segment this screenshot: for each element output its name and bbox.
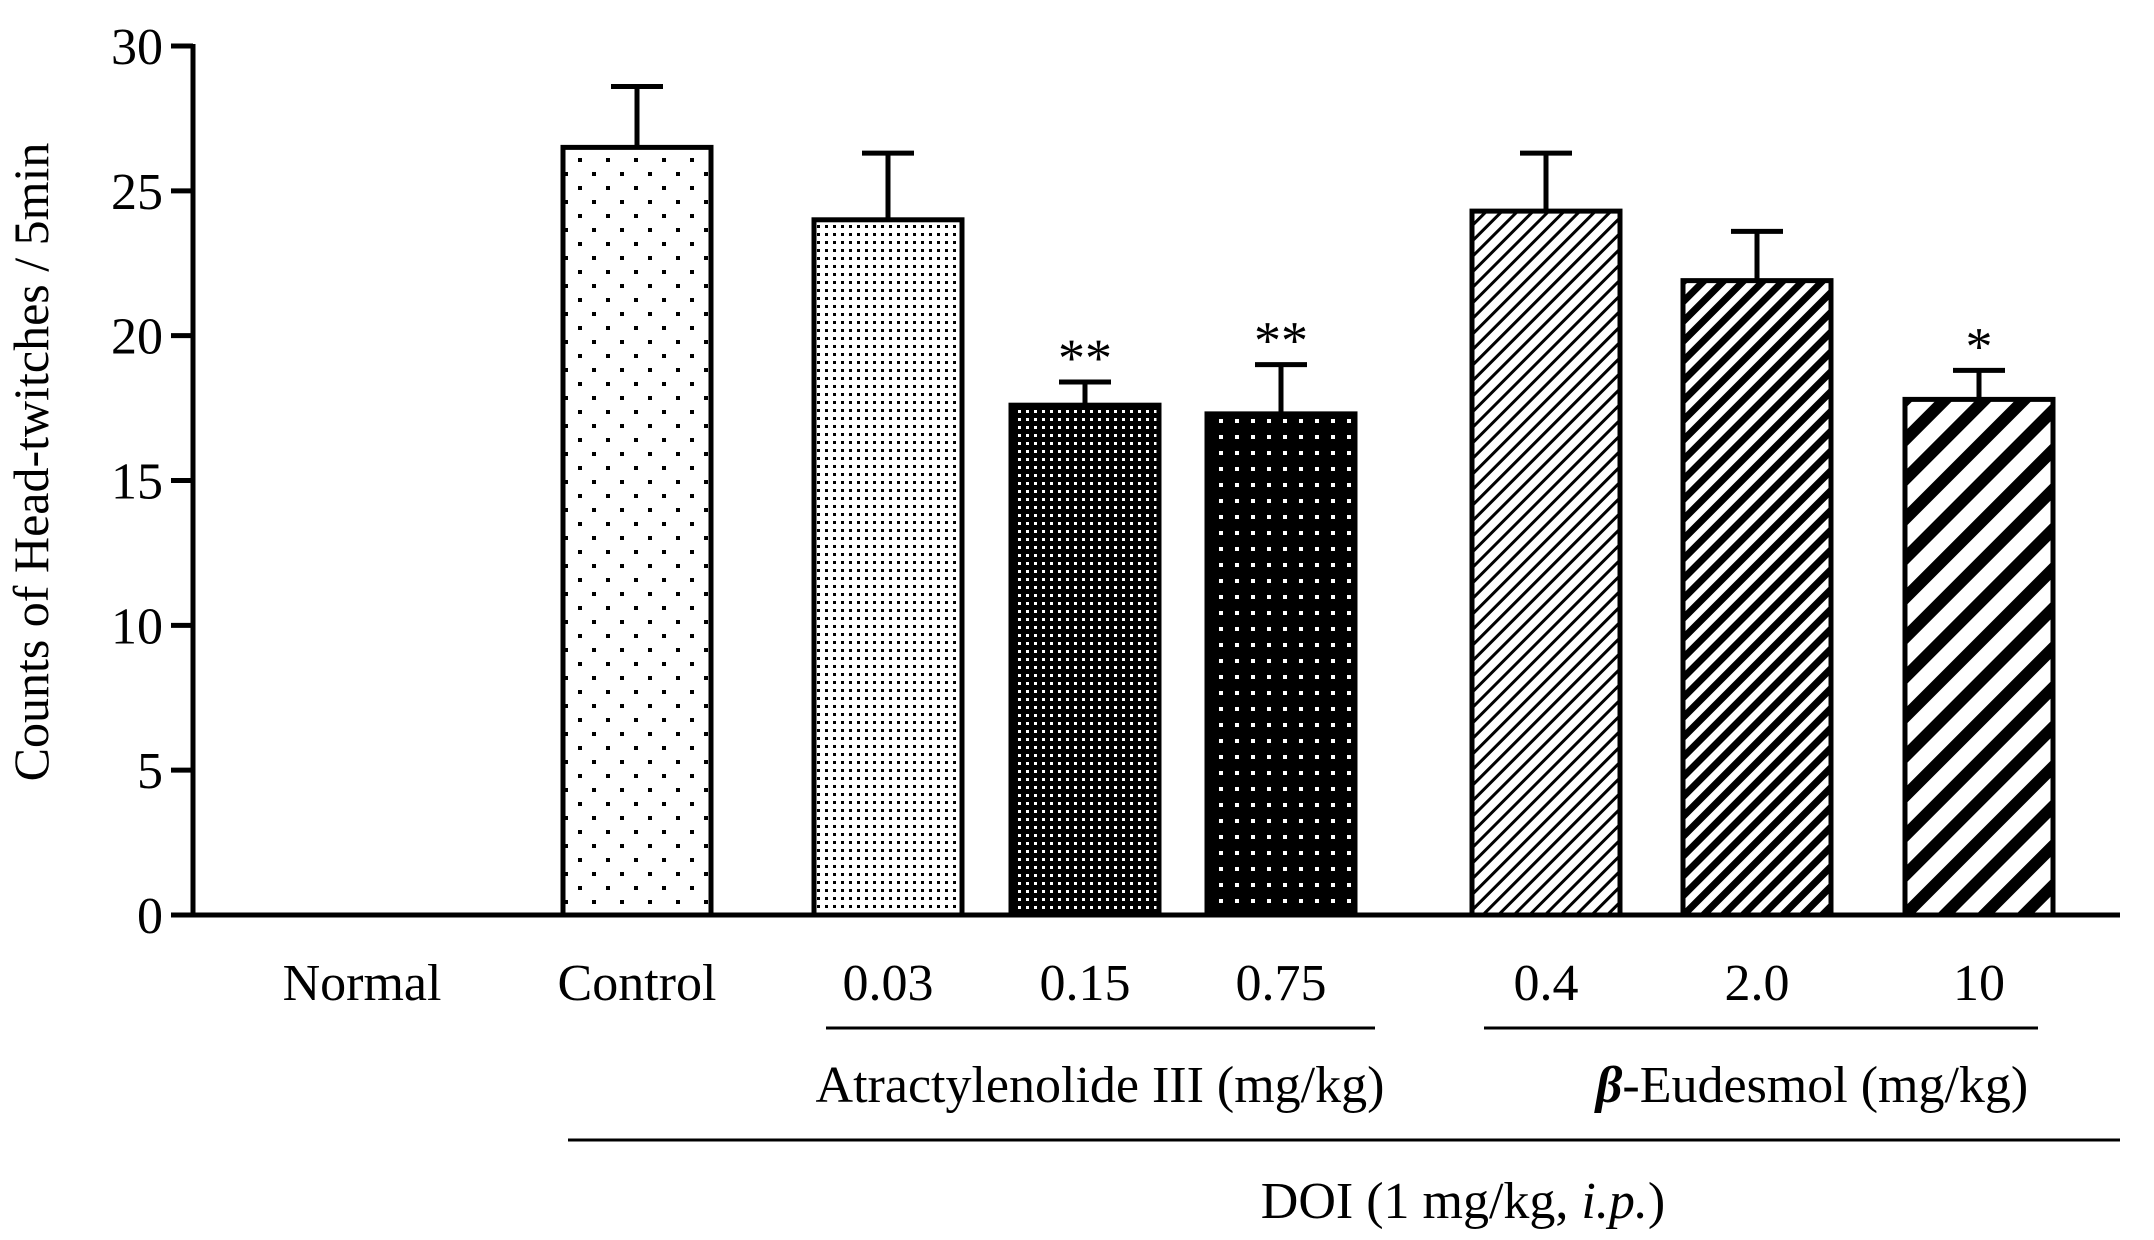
category-label: 0.15 [1040, 955, 1131, 1012]
significance-marker: ** [1058, 328, 1112, 388]
treatment-route: i.p. [1581, 1173, 1647, 1230]
y-tick-label: 25 [111, 164, 163, 221]
y-tick-label: 5 [137, 743, 163, 800]
labels: Normal Control 0.03 0.15 0.75 0.4 2.0 10 Atracty… [283, 955, 2120, 1230]
axes: 0 5 10 15 20 25 30 [111, 19, 2120, 945]
y-tick-label: 20 [111, 309, 163, 366]
y-axis-label: Counts of Head-twitches / 5min [3, 143, 59, 782]
bar [1204, 411, 1358, 918]
category-label: 0.75 [1236, 955, 1327, 1012]
y-tick-label: 0 [137, 888, 163, 945]
category-label: 10 [1953, 955, 2005, 1012]
treatment-label-end: ) [1648, 1173, 1665, 1230]
bar [1469, 208, 1623, 918]
y-tick-label: 30 [111, 19, 163, 76]
significance-marker: ** [1254, 311, 1308, 371]
category-label: 0.03 [843, 955, 934, 1012]
bar [811, 217, 965, 918]
bar [1902, 396, 2056, 918]
category-label: 2.0 [1725, 955, 1790, 1012]
eudesmol-label-rest: -Eudesmol (mg/kg) [1622, 1057, 2028, 1114]
beta-symbol: β [1594, 1057, 1623, 1114]
bars: ** ** * [560, 84, 2056, 918]
group-label-eudesmol: β-Eudesmol (mg/kg) [1594, 1057, 2028, 1114]
bar [1008, 402, 1162, 918]
y-tick-label: 15 [111, 454, 163, 511]
treatment-label: DOI (1 mg/kg, i.p.) [1261, 1173, 1665, 1230]
bar [1680, 278, 1834, 918]
treatment-label-main: DOI (1 mg/kg, [1261, 1173, 1582, 1230]
y-tick-label: 10 [111, 598, 163, 655]
category-label: Normal [283, 955, 442, 1012]
group-label-atractylenolide: Atractylenolide III (mg/kg) [816, 1057, 1385, 1114]
category-label: Control [558, 955, 717, 1012]
category-label: 0.4 [1514, 955, 1579, 1012]
significance-marker: * [1966, 316, 1993, 376]
bar [560, 144, 714, 918]
